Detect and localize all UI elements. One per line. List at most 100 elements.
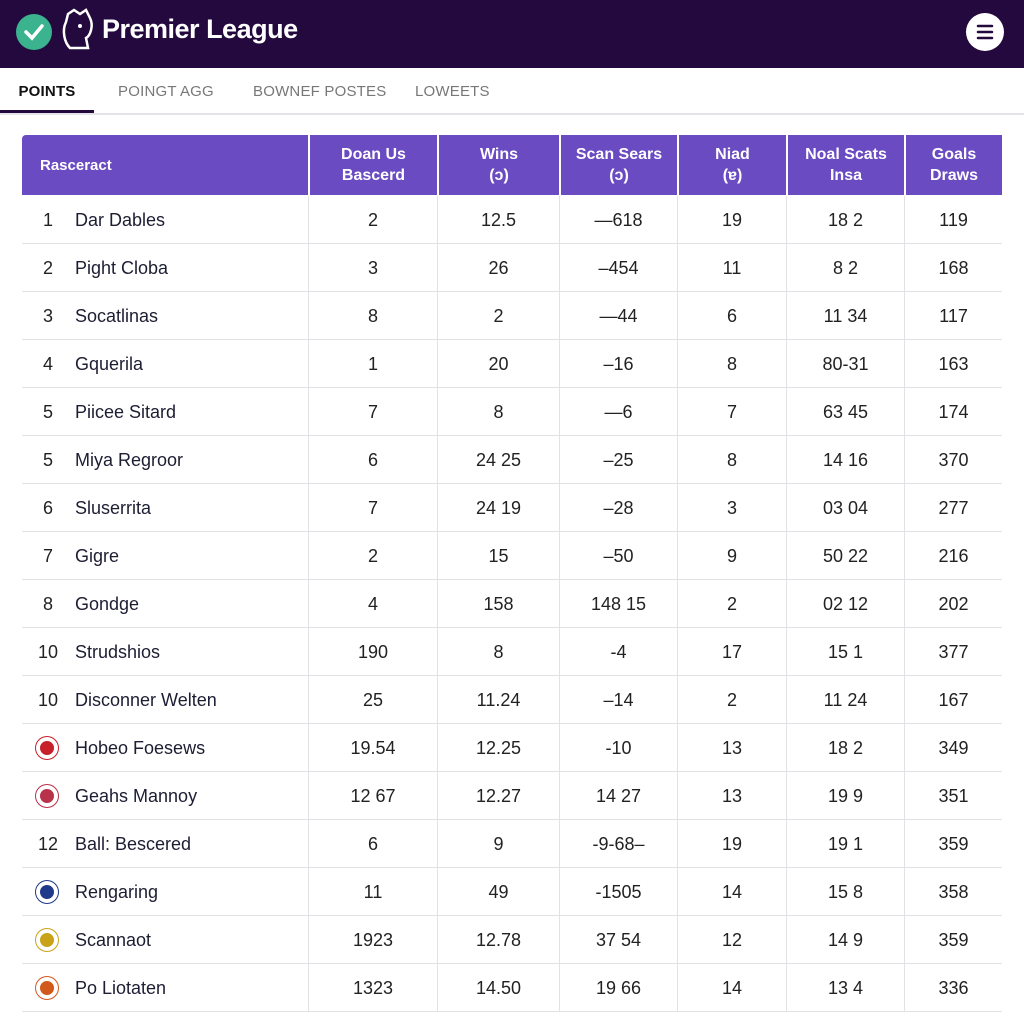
stat-cell: –50: [559, 532, 677, 580]
stat-cell: 02 12: [786, 580, 904, 628]
rank: 12: [37, 834, 59, 854]
status-icon: [16, 14, 52, 50]
stat-cell: —6: [559, 388, 677, 436]
header-line: Noal Scats: [805, 146, 887, 163]
stat-cell: 11 24: [786, 676, 904, 724]
stat-cell: 359: [904, 916, 1002, 964]
team-cell: 4 Gquerila: [22, 340, 308, 388]
stat-cell: 351: [904, 772, 1002, 820]
stat-cell: 12.27: [437, 772, 559, 820]
top-bar: Premier League: [0, 0, 1024, 68]
stat-cell: 15: [437, 532, 559, 580]
stat-cell: 168: [904, 244, 1002, 292]
club-badge: [36, 977, 58, 999]
tab[interactable]: Poingt Agg: [118, 83, 214, 100]
team-name: Strudshios: [75, 642, 161, 662]
team-cell: 5 Piicee Sitard: [22, 388, 308, 436]
rank: 8: [42, 594, 53, 614]
header-line: Insa: [829, 167, 862, 184]
stat-cell: 167: [904, 676, 1002, 724]
team-cell: 10 Disconner Welten: [22, 676, 308, 724]
stat-cell: 24 25: [437, 436, 559, 484]
stat-cell: —618: [559, 196, 677, 244]
header-line: Niad: [715, 146, 750, 163]
stat-cell: 17: [677, 628, 786, 676]
stat-cell: 1: [308, 340, 437, 388]
header-line: Draws: [929, 167, 979, 184]
rank: 7: [42, 546, 53, 566]
column-header: Scan Sears (ɔ): [559, 135, 677, 195]
team-name: Hobeo Foesews: [75, 738, 206, 758]
stat-cell: 2: [308, 532, 437, 580]
stat-cell: 117: [904, 292, 1002, 340]
stat-cell: 3: [308, 244, 437, 292]
stat-cell: 63 45: [786, 388, 904, 436]
stat-cell: 8: [677, 436, 786, 484]
header-line: (ɔ): [609, 167, 629, 184]
stat-cell: 20: [437, 340, 559, 388]
stat-cell: 15 8: [786, 868, 904, 916]
stat-cell: 2: [437, 292, 559, 340]
stat-cell: 14 9: [786, 916, 904, 964]
stat-cell: -1505: [559, 868, 677, 916]
team-name: Socatlinas: [75, 306, 159, 326]
stat-cell: 50 22: [786, 532, 904, 580]
stat-cell: 7: [677, 388, 786, 436]
rank: 10: [37, 690, 59, 710]
stat-cell: 12.5: [437, 196, 559, 244]
app-title: Premier League: [102, 14, 298, 44]
stat-cell: 7: [308, 388, 437, 436]
stat-cell: 11.24: [437, 676, 559, 724]
rank: 4: [42, 354, 53, 374]
stat-cell: -4: [559, 628, 677, 676]
menu-button[interactable]: [966, 13, 1004, 51]
stat-cell: 370: [904, 436, 1002, 484]
stat-cell: 13: [677, 772, 786, 820]
stat-cell: 8: [308, 292, 437, 340]
stat-cell: 8 2: [786, 244, 904, 292]
stat-cell: 6: [308, 436, 437, 484]
team-name: Disconner Welten: [75, 690, 217, 710]
tab-bar: Points Poingt Agg Bownef Postes Loweets: [0, 70, 1024, 115]
team-name: Miya Regroor: [75, 450, 184, 470]
stat-cell: 24 19: [437, 484, 559, 532]
stat-cell: 11 34: [786, 292, 904, 340]
stat-cell: 6: [308, 820, 437, 868]
stat-cell: 37 54: [559, 916, 677, 964]
header-line: Scan Sears: [575, 146, 663, 163]
rank: 10: [37, 642, 59, 662]
rank: 3: [42, 306, 53, 326]
stat-cell: 19: [677, 196, 786, 244]
stat-cell: –25: [559, 436, 677, 484]
stat-cell: 336: [904, 964, 1002, 1012]
rank: 2: [42, 258, 53, 278]
stat-cell: –16: [559, 340, 677, 388]
stat-cell: 2: [308, 196, 437, 244]
header-line: Doan Us: [341, 146, 406, 163]
stat-cell: 14.50: [437, 964, 559, 1012]
stat-cell: 119: [904, 196, 1002, 244]
team-cell: 10 Strudshios: [22, 628, 308, 676]
team-cell: 12 Ball: Bescered: [22, 820, 308, 868]
tab[interactable]: Loweets: [415, 83, 490, 100]
tab[interactable]: Points: [0, 70, 94, 113]
stat-cell: 03 04: [786, 484, 904, 532]
stat-cell: -10: [559, 724, 677, 772]
team-name: Pight Cloba: [75, 258, 169, 278]
team-cell: Scannaot: [22, 916, 308, 964]
stat-cell: 14 16: [786, 436, 904, 484]
stat-cell: 49: [437, 868, 559, 916]
stat-cell: 11: [308, 868, 437, 916]
stat-cell: 18 2: [786, 196, 904, 244]
stat-cell: 6: [677, 292, 786, 340]
stat-cell: 216: [904, 532, 1002, 580]
stat-cell: 19 1: [786, 820, 904, 868]
stat-cell: 148 15: [559, 580, 677, 628]
stat-cell: 19.54: [308, 724, 437, 772]
stat-cell: 2: [677, 580, 786, 628]
menu-icon: [976, 24, 994, 40]
tab[interactable]: Bownef Postes: [253, 83, 387, 100]
column-header: Niad (ɐ): [677, 135, 786, 195]
club-badge: [36, 881, 58, 903]
